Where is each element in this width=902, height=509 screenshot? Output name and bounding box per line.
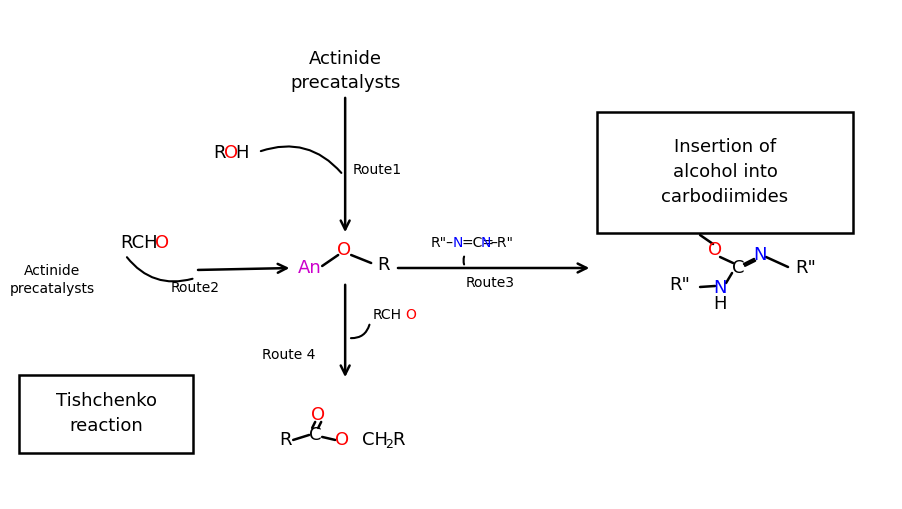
Text: H: H <box>713 295 727 313</box>
Text: H: H <box>235 144 249 162</box>
FancyArrowPatch shape <box>351 325 370 338</box>
FancyBboxPatch shape <box>597 112 853 233</box>
Text: –R": –R" <box>490 236 513 250</box>
Text: R"–: R"– <box>430 236 453 250</box>
Text: Route 4: Route 4 <box>262 348 316 362</box>
Text: =C=: =C= <box>461 236 494 250</box>
Text: N: N <box>481 236 492 250</box>
Text: 2: 2 <box>385 438 393 451</box>
Text: O: O <box>155 234 170 252</box>
Text: Route1: Route1 <box>352 163 401 177</box>
Text: R: R <box>213 144 226 162</box>
Text: Tishchenko
reaction: Tishchenko reaction <box>56 392 157 436</box>
Text: R": R" <box>669 276 690 294</box>
Text: R': R' <box>686 219 704 237</box>
Text: RCH: RCH <box>120 234 158 252</box>
Text: Route2: Route2 <box>170 281 220 295</box>
Text: Actinide
precatalysts: Actinide precatalysts <box>290 50 400 92</box>
Text: Route3: Route3 <box>465 276 515 290</box>
Text: O: O <box>708 241 723 259</box>
Text: O: O <box>225 144 238 162</box>
Text: C: C <box>732 259 744 277</box>
Text: O: O <box>337 241 351 259</box>
FancyArrowPatch shape <box>127 257 192 281</box>
Text: N: N <box>452 236 463 250</box>
Text: O: O <box>311 406 326 424</box>
Text: RCH: RCH <box>373 308 401 322</box>
Text: N: N <box>713 279 727 297</box>
Text: O: O <box>405 308 416 322</box>
Text: An: An <box>299 259 322 277</box>
Text: N: N <box>753 246 767 264</box>
Text: C: C <box>308 426 321 444</box>
FancyArrowPatch shape <box>261 147 341 173</box>
Text: Insertion of
alcohol into
carbodiimides: Insertion of alcohol into carbodiimides <box>661 138 788 206</box>
Text: O: O <box>336 431 349 449</box>
FancyBboxPatch shape <box>19 375 193 453</box>
Text: Actinide
precatalysts: Actinide precatalysts <box>10 264 95 296</box>
Text: R: R <box>279 431 291 449</box>
Text: CH: CH <box>363 431 388 449</box>
Text: R: R <box>392 431 405 449</box>
Text: R": R" <box>795 259 816 277</box>
Text: R: R <box>377 256 390 274</box>
